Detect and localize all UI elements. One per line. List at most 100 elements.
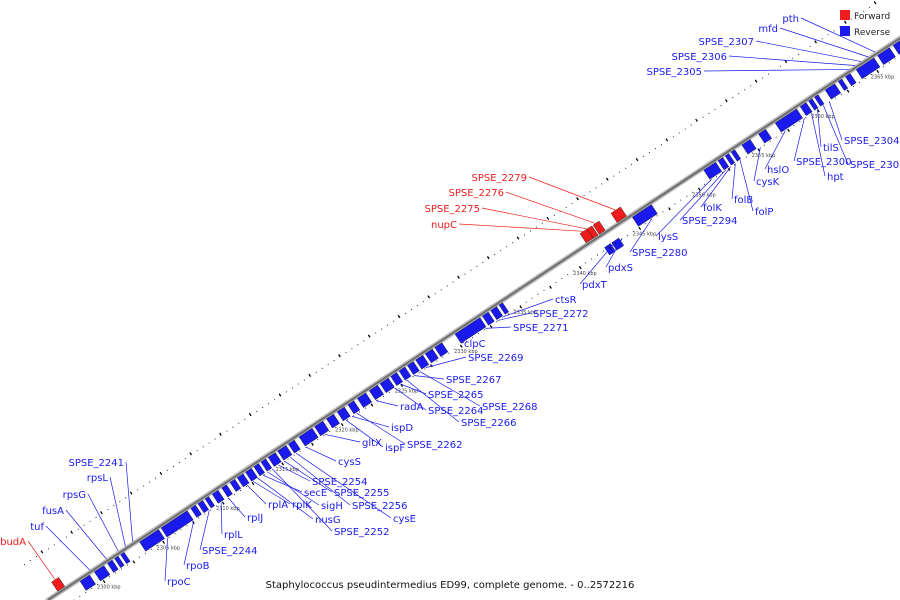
reverse-gene-label: SPSE_2267: [446, 375, 502, 386]
pdxT-gene-block: [604, 243, 616, 256]
inner-ruler-dot: [162, 540, 166, 544]
inner-ruler-dot: [585, 262, 587, 264]
inner-ruler-dot: [168, 536, 170, 539]
outer-ruler-dot: [464, 273, 466, 275]
outer-ruler-dot: [523, 234, 526, 236]
inner-ruler-dot: [477, 332, 480, 335]
inner-ruler-dot: [537, 293, 539, 295]
outer-ruler-dot: [143, 485, 145, 487]
leader-line: [284, 460, 333, 493]
kbp-tick-label: 2305 kbp: [157, 545, 181, 551]
inner-ruler-dot: [727, 167, 731, 172]
reverse-gene-label: cysK: [756, 177, 780, 188]
inner-ruler-dot: [513, 309, 515, 311]
reverse-gene-block: [120, 551, 131, 565]
inner-ruler-dot: [787, 128, 790, 132]
leader-line: [345, 419, 384, 448]
reverse-gene-label: hpt: [827, 172, 844, 183]
leader-line: [419, 371, 481, 407]
leader-line: [700, 166, 731, 208]
inner-ruler-dot: [239, 489, 242, 492]
inner-ruler-dot: [573, 270, 575, 272]
inner-ruler-dot: [138, 556, 140, 558]
reverse-gene-block: [369, 384, 384, 401]
inner-ruler-dot: [531, 297, 533, 299]
reverse-gene-block: [415, 354, 430, 370]
leader-line: [257, 478, 314, 520]
inner-ruler-dot: [281, 462, 285, 466]
outer-ruler-dot: [767, 73, 770, 75]
reverse-gene-label: SPSE_2268: [482, 402, 538, 413]
outer-ruler-dot: [605, 177, 609, 181]
leader-line: [605, 237, 623, 268]
reverse-gene-block: [724, 153, 736, 166]
outer-ruler-dot: [268, 403, 270, 405]
reverse-gene-label: gltX: [362, 438, 382, 449]
reverse-gene-block: [277, 445, 293, 461]
outer-ruler-dot: [107, 508, 109, 511]
outer-ruler-dot: [434, 293, 436, 295]
leader-line: [485, 326, 512, 329]
inner-ruler-dot: [840, 93, 843, 95]
kbp-tick-label: 2355 kbp: [752, 153, 776, 159]
reverse-gene-block: [824, 83, 842, 100]
inner-ruler-dot: [91, 587, 93, 590]
reverse-gene-label: folB: [734, 195, 753, 206]
reverse-gene-block: [107, 559, 119, 573]
inner-ruler-dot: [745, 156, 747, 158]
outer-ruler-dot: [77, 528, 79, 530]
reverse-gene-label: sigH: [321, 501, 343, 512]
reverse-gene-label: SPSE_2264: [428, 406, 484, 417]
forward-gene-label: budA: [0, 537, 26, 548]
map-caption: Staphylococcus pseudintermedius ED99, co…: [266, 580, 635, 591]
outer-ruler-dot: [843, 20, 847, 24]
leader-line: [779, 27, 869, 58]
inner-ruler-dot: [376, 399, 378, 401]
outer-ruler-dot: [601, 183, 603, 185]
reverse-gene-block: [390, 372, 403, 386]
outer-ruler-dot: [732, 96, 734, 99]
reverse-gene-label: rplJ: [247, 513, 263, 524]
reverse-gene-block: [498, 302, 509, 315]
legend-forward-swatch: [840, 10, 850, 20]
inner-ruler-dot: [674, 203, 676, 205]
reverse-gene-label: SPSE_2254: [312, 477, 368, 488]
outer-ruler-dot: [202, 446, 204, 448]
reverse-gene-label: lysS: [658, 232, 678, 243]
reverse-gene-block: [204, 496, 215, 509]
outer-ruler-dot: [457, 275, 460, 279]
outer-ruler-dot: [427, 295, 431, 299]
inner-ruler-dot: [85, 591, 87, 594]
outer-ruler-dot: [452, 281, 454, 283]
reverse-gene-label: SPSE_2280: [632, 248, 688, 259]
outer-ruler-dot: [583, 195, 585, 197]
inner-ruler-dot: [632, 230, 634, 233]
inner-ruler-dot: [662, 211, 664, 213]
inner-ruler-dot: [97, 584, 99, 586]
inner-ruler-dot: [543, 289, 545, 292]
reverse-gene-label: SPSE_2255: [334, 488, 390, 499]
leader-line: [183, 520, 195, 566]
leader-line: [755, 40, 862, 62]
outer-ruler-dot: [720, 104, 722, 107]
forward-gene-label: nupC: [431, 220, 457, 231]
reverse-gene-label: ispF: [385, 443, 405, 454]
reverse-gene-block: [808, 98, 819, 111]
outer-ruler-dot: [159, 471, 163, 476]
outer-ruler-dot: [148, 481, 151, 483]
outer-ruler-dot: [873, 0, 877, 5]
outer-ruler-dot: [189, 452, 193, 456]
inner-ruler-dot: [114, 572, 117, 574]
reverse-gene-block: [845, 73, 857, 87]
leader-line: [728, 55, 856, 66]
leader-line: [65, 509, 107, 560]
leader-line: [87, 493, 119, 552]
reverse-gene-block: [253, 463, 265, 477]
outer-ruler-dot: [226, 430, 228, 432]
inner-ruler-dot: [275, 466, 277, 468]
outer-ruler-dot: [654, 147, 657, 150]
reverse-gene-block: [288, 439, 301, 454]
